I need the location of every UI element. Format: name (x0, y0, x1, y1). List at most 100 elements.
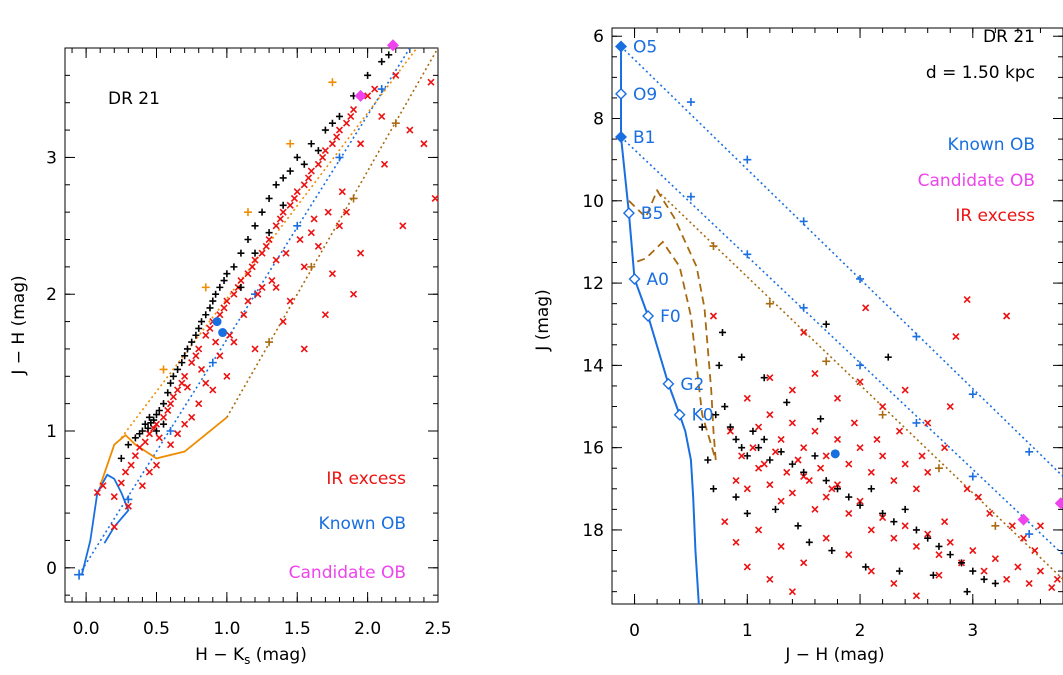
data-point-ir-excess (856, 444, 864, 452)
data-point-ir-excess (304, 174, 313, 182)
right-distance-label: d = 1.50 kpc (926, 63, 1035, 83)
reddening-line (620, 45, 1063, 478)
data-point-star (884, 353, 892, 361)
data-point-ir-excess (307, 167, 315, 175)
data-point-ir-excess (873, 435, 881, 443)
data-point-ir-excess (935, 571, 943, 579)
data-point-ir-excess (406, 126, 414, 134)
data-point-ir-excess (321, 147, 329, 155)
right-panel-label: DR 21 (983, 27, 1035, 47)
reddening-tick (243, 208, 252, 217)
data-point-ir-excess (1014, 563, 1022, 571)
data-point-star (726, 423, 734, 431)
data-point-star (265, 194, 273, 202)
data-point-ir-excess (1003, 312, 1011, 320)
data-point-star (244, 236, 252, 244)
reddening-tick (968, 390, 977, 399)
data-point-ir-excess (357, 140, 365, 148)
data-point-star (198, 318, 206, 326)
data-point-ir-excess (788, 419, 796, 427)
data-point-ir-excess (286, 201, 294, 209)
data-point-ir-excess (195, 400, 203, 408)
data-point-ir-excess (230, 290, 238, 298)
data-point-star (136, 430, 144, 438)
data-point-star (147, 419, 155, 427)
data-point-star (712, 411, 720, 419)
data-point-ir-excess (817, 464, 825, 472)
data-point-ir-excess (399, 222, 407, 230)
reddening-tick (912, 332, 921, 341)
data-point-star (265, 229, 273, 237)
reddening-tick (201, 283, 210, 292)
reddening-tick (166, 427, 175, 436)
data-point-ir-excess (226, 331, 234, 339)
data-point-star (845, 493, 853, 501)
data-point-star (912, 526, 920, 534)
spectral-type-label: K0 (692, 406, 714, 426)
data-point-ir-excess (276, 215, 284, 223)
y-tick-label: 1 (46, 422, 57, 442)
data-point-ir-excess (258, 249, 266, 257)
data-point-ir-excess (268, 276, 276, 285)
right-reddening-lines (620, 45, 1063, 605)
data-point-star (167, 379, 175, 387)
spectral-type-marker (615, 40, 628, 53)
reddening-tick (328, 78, 337, 87)
reddening-tick (208, 358, 217, 367)
data-point-star (743, 509, 751, 517)
data-point-ir-excess (732, 477, 740, 485)
left-panel-label: DR 21 (108, 89, 160, 109)
data-point-ir-excess (202, 379, 210, 387)
data-point-star (760, 435, 768, 443)
reddening-line (656, 189, 1063, 580)
data-point-star (980, 575, 988, 583)
data-point-star (856, 501, 864, 509)
reddening-tick (743, 250, 752, 259)
reddening-tick (799, 303, 808, 312)
data-point-ir-excess (766, 575, 774, 583)
x-tick-label: 0.5 (143, 619, 170, 639)
left-legend-candidate-ob: Candidate OB (289, 563, 406, 583)
reddening-line (226, 47, 439, 418)
data-point-ir-excess (328, 270, 336, 278)
data-point-ir-excess (777, 497, 785, 505)
data-point-star (117, 454, 125, 462)
y-tick-label: 2 (46, 285, 57, 305)
data-point-ir-excess (800, 472, 808, 481)
data-point-ir-excess (183, 383, 192, 391)
left-x-axis-title-unit: (mag) (250, 645, 306, 665)
data-point-ir-excess (378, 112, 386, 120)
data-point-star (721, 403, 729, 411)
data-point-ir-excess (420, 140, 428, 148)
data-point-candidate-ob (386, 39, 399, 52)
data-point-star (732, 435, 740, 443)
data-point-ir-excess (279, 318, 287, 326)
data-point-ir-excess (230, 338, 238, 346)
data-point-star (216, 283, 224, 291)
data-point-ir-excess (946, 402, 954, 411)
reddening-tick (377, 85, 386, 94)
data-point-known-ob (830, 449, 840, 459)
data-point-ir-excess (822, 534, 830, 542)
x-tick-label: 0 (629, 621, 640, 641)
data-point-ir-excess (314, 242, 322, 250)
right-spectral-labels: O5 O9 B1 B5 A0 F0 G2 K0 (615, 38, 714, 426)
data-point-star (212, 290, 220, 298)
spectral-type-marker (628, 272, 641, 285)
reddening-tick (878, 410, 887, 419)
reddening-tick (799, 217, 808, 226)
data-point-ir-excess (879, 402, 887, 411)
data-point-ir-excess (349, 105, 358, 114)
reddening-tick (293, 221, 302, 230)
data-point-ir-excess (296, 235, 304, 244)
data-point-ir-excess (732, 538, 740, 546)
data-point-ir-excess (766, 481, 774, 489)
data-point-ir-excess (833, 394, 842, 402)
data-point-ir-excess (845, 460, 853, 468)
spectral-type-label: O9 (633, 85, 657, 105)
data-point-star (755, 444, 763, 452)
data-point-star (258, 208, 266, 216)
data-point-ir-excess (980, 567, 988, 575)
data-point-ir-excess (262, 242, 270, 250)
